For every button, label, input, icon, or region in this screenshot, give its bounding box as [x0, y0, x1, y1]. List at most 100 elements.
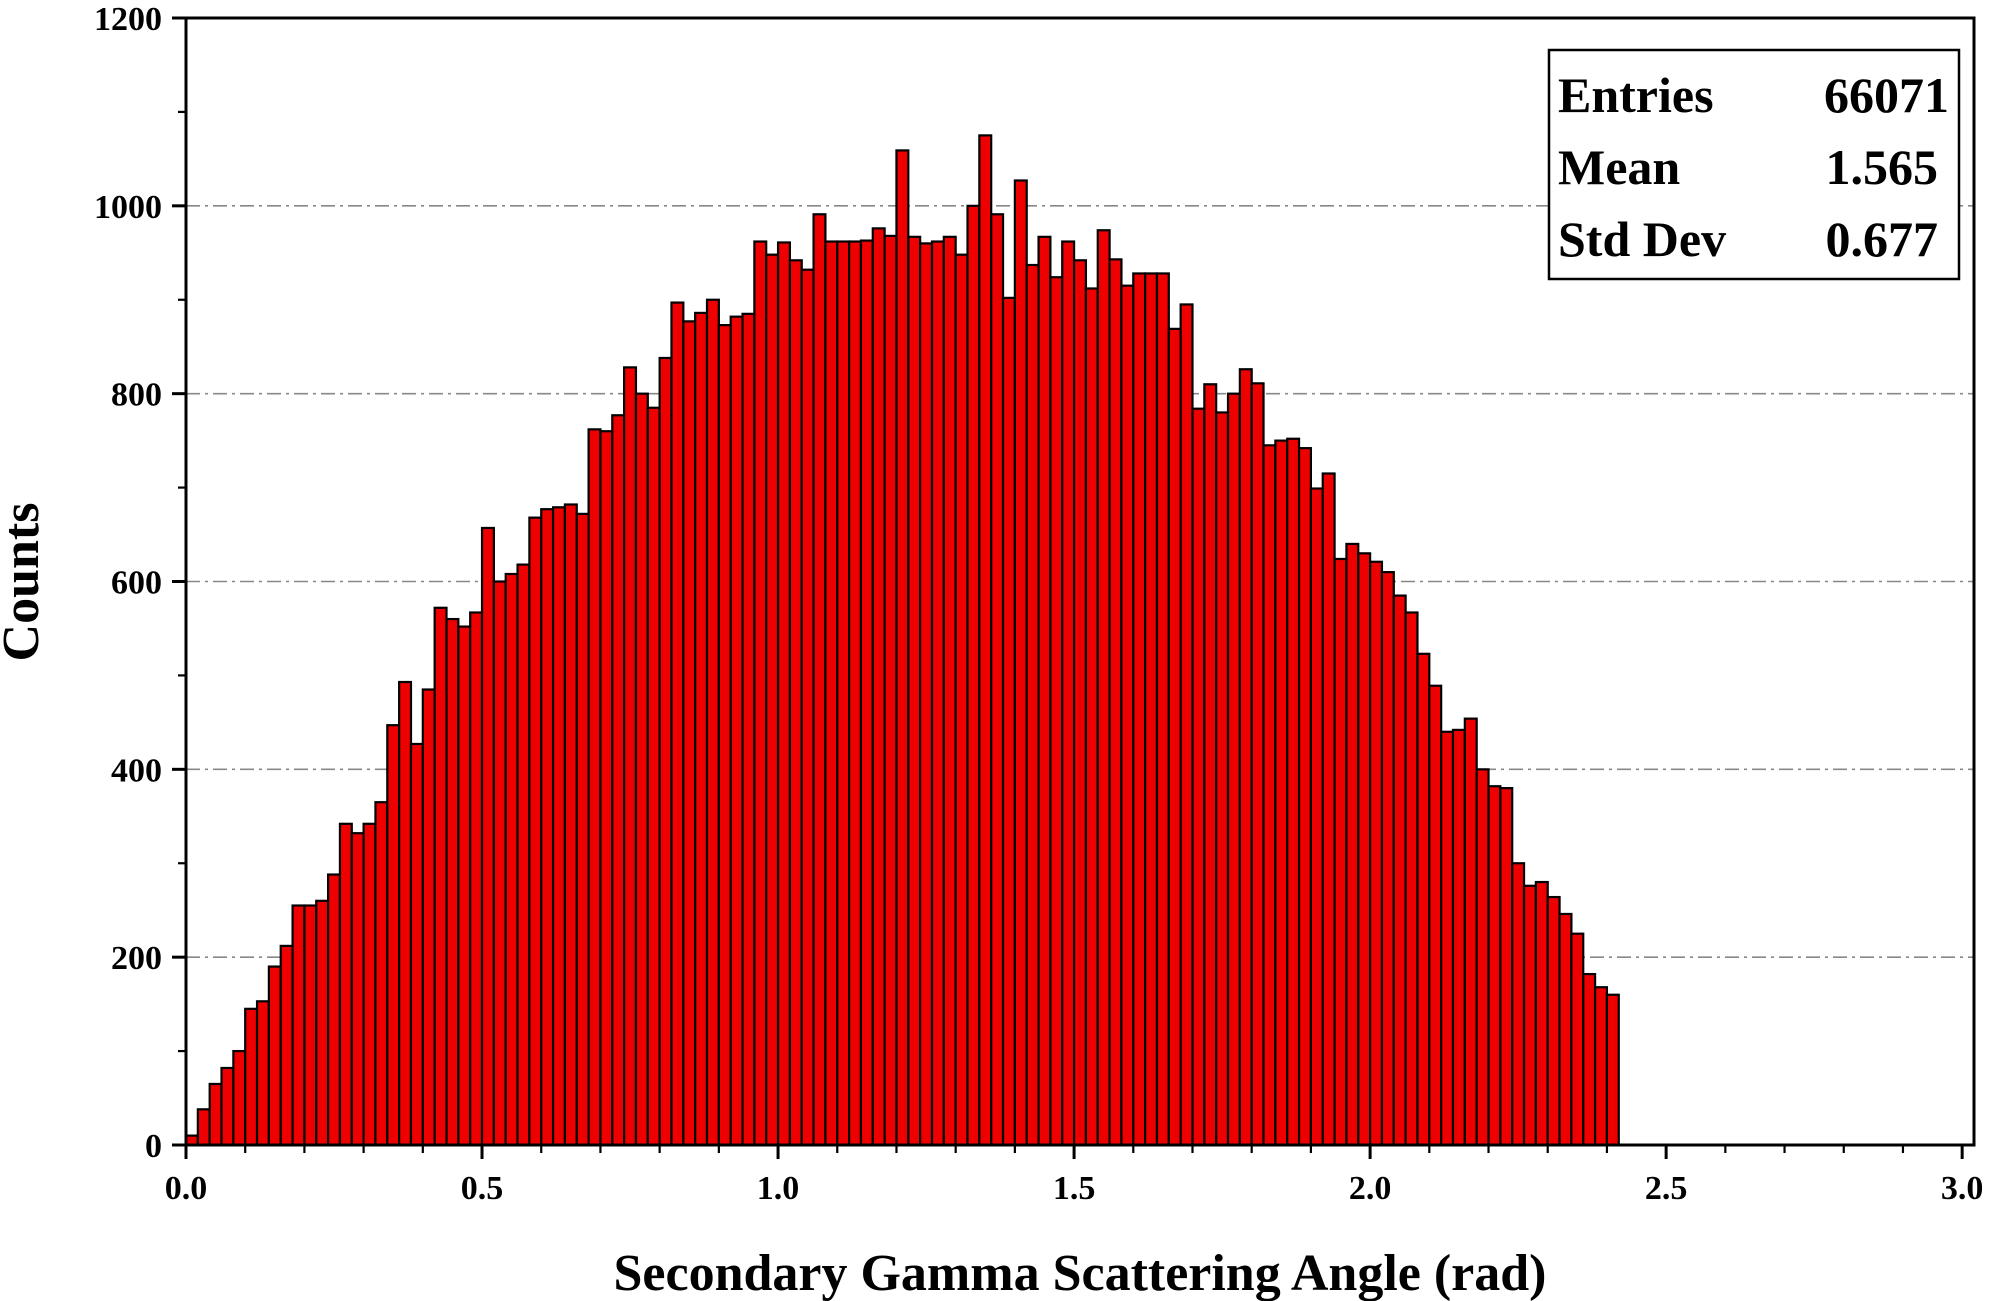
histogram-bar: [1274, 439, 1289, 1147]
x-tick-label: 1.0: [757, 1170, 800, 1207]
x-axis-title: Secondary Gamma Scattering Angle (rad): [613, 1245, 1546, 1301]
histogram-bar: [1191, 407, 1206, 1147]
x-tick-label: 3.0: [1941, 1170, 1984, 1207]
histogram-bar: [587, 428, 602, 1147]
y-tick-label: 400: [111, 752, 162, 789]
histogram-bars: [184, 134, 1620, 1147]
histogram-bar: [244, 1007, 259, 1147]
histogram-bar: [954, 253, 969, 1147]
x-tick-label: 2.0: [1349, 1170, 1392, 1207]
histogram-bar: [634, 392, 649, 1147]
histogram-bar: [1534, 880, 1549, 1147]
histogram-bar: [208, 1082, 223, 1147]
histogram-bar: [741, 312, 756, 1147]
histogram-bar: [859, 239, 874, 1147]
histogram-bar: [990, 213, 1005, 1147]
histogram-bar: [1025, 263, 1040, 1147]
histogram-bar: [421, 688, 436, 1147]
histogram-bar: [824, 240, 839, 1147]
histogram-bar: [694, 311, 709, 1147]
histogram-bar: [516, 563, 531, 1147]
stats-mean-value: 1.565: [1826, 139, 1939, 195]
histogram-bar: [1262, 444, 1277, 1147]
histogram-bar: [753, 240, 768, 1147]
stats-entries-value: 66071: [1824, 67, 1949, 123]
histogram-bar: [1522, 884, 1537, 1147]
histogram-bar: [788, 259, 803, 1147]
histogram-bar: [611, 414, 626, 1147]
histogram-bar: [255, 1000, 270, 1147]
y-tick-label: 0: [145, 1128, 162, 1165]
histogram-bar: [907, 235, 922, 1147]
histogram-bar: [279, 944, 294, 1147]
histogram-bar: [1475, 768, 1490, 1147]
x-tick-label: 2.5: [1645, 1170, 1688, 1207]
y-tick-label: 1000: [94, 189, 162, 226]
histogram-bar: [350, 832, 365, 1147]
histogram-bar: [563, 503, 578, 1147]
histogram-bar: [1357, 552, 1372, 1147]
histogram-bar: [1203, 383, 1218, 1147]
histogram-bar: [1084, 287, 1099, 1147]
histogram-bar: [1096, 229, 1111, 1147]
histogram-bar: [220, 1066, 235, 1147]
histogram-bar: [646, 406, 661, 1147]
histogram-bar: [1297, 447, 1313, 1147]
histogram-bar: [1404, 611, 1419, 1147]
histogram-bar: [883, 234, 898, 1147]
histogram-bar: [291, 904, 306, 1147]
histogram-bar: [682, 320, 697, 1147]
histogram-bar: [1179, 303, 1194, 1147]
y-tick-label: 1200: [94, 1, 162, 38]
histogram-bar: [338, 822, 353, 1147]
histogram-bar: [1215, 411, 1230, 1147]
histogram-bar: [1333, 557, 1348, 1147]
histogram-bar: [1558, 912, 1573, 1147]
histogram-bar: [1582, 972, 1597, 1147]
histogram-bar: [1286, 437, 1301, 1147]
histogram-bar: [942, 235, 957, 1147]
histogram-bar: [1037, 235, 1052, 1147]
histogram-bar: [445, 617, 460, 1147]
histogram-bar: [469, 611, 484, 1147]
histogram-bar: [1226, 392, 1241, 1147]
histogram-bar: [492, 580, 507, 1147]
histogram-bar: [919, 242, 934, 1147]
histogram-bar: [1250, 382, 1265, 1147]
y-axis-ticks: 0 200 400 600 800 1000 1200: [94, 1, 186, 1165]
histogram-bar: [895, 149, 910, 1147]
histogram-bar: [303, 904, 318, 1147]
histogram-bar: [362, 822, 377, 1147]
stats-std-value: 0.677: [1826, 211, 1939, 267]
histogram-bar: [670, 301, 685, 1147]
histogram-bar: [196, 1108, 211, 1147]
histogram-bar: [800, 268, 815, 1147]
histogram-bar: [1132, 272, 1147, 1147]
histogram-bar: [658, 356, 673, 1147]
histogram-bar: [1155, 272, 1170, 1147]
histogram-bar: [315, 899, 330, 1147]
histogram-bar: [1451, 728, 1466, 1147]
histogram-bar: [871, 227, 886, 1147]
histogram-bar: [966, 204, 981, 1147]
y-axis-title: Counts: [0, 503, 50, 662]
histogram-bar: [812, 213, 827, 1147]
histogram-bar: [1428, 684, 1443, 1147]
histogram-bar: [1013, 179, 1028, 1147]
histogram-bar: [326, 873, 342, 1147]
histogram-bar: [729, 315, 744, 1147]
histogram-bar: [930, 240, 945, 1147]
histogram-bar: [528, 516, 543, 1147]
histogram-bar: [1369, 560, 1384, 1147]
histogram-bar: [836, 240, 851, 1147]
y-tick-label: 600: [111, 565, 162, 602]
histogram-bar: [1049, 276, 1064, 1147]
histogram-bar: [1345, 542, 1360, 1147]
stats-std-label: Std Dev: [1558, 211, 1726, 267]
x-tick-label: 0.5: [461, 1170, 504, 1207]
histogram-bar: [1499, 787, 1514, 1147]
histogram-bar: [1120, 284, 1135, 1147]
histogram-bar: [1463, 717, 1478, 1147]
histogram-bar: [232, 1049, 247, 1147]
